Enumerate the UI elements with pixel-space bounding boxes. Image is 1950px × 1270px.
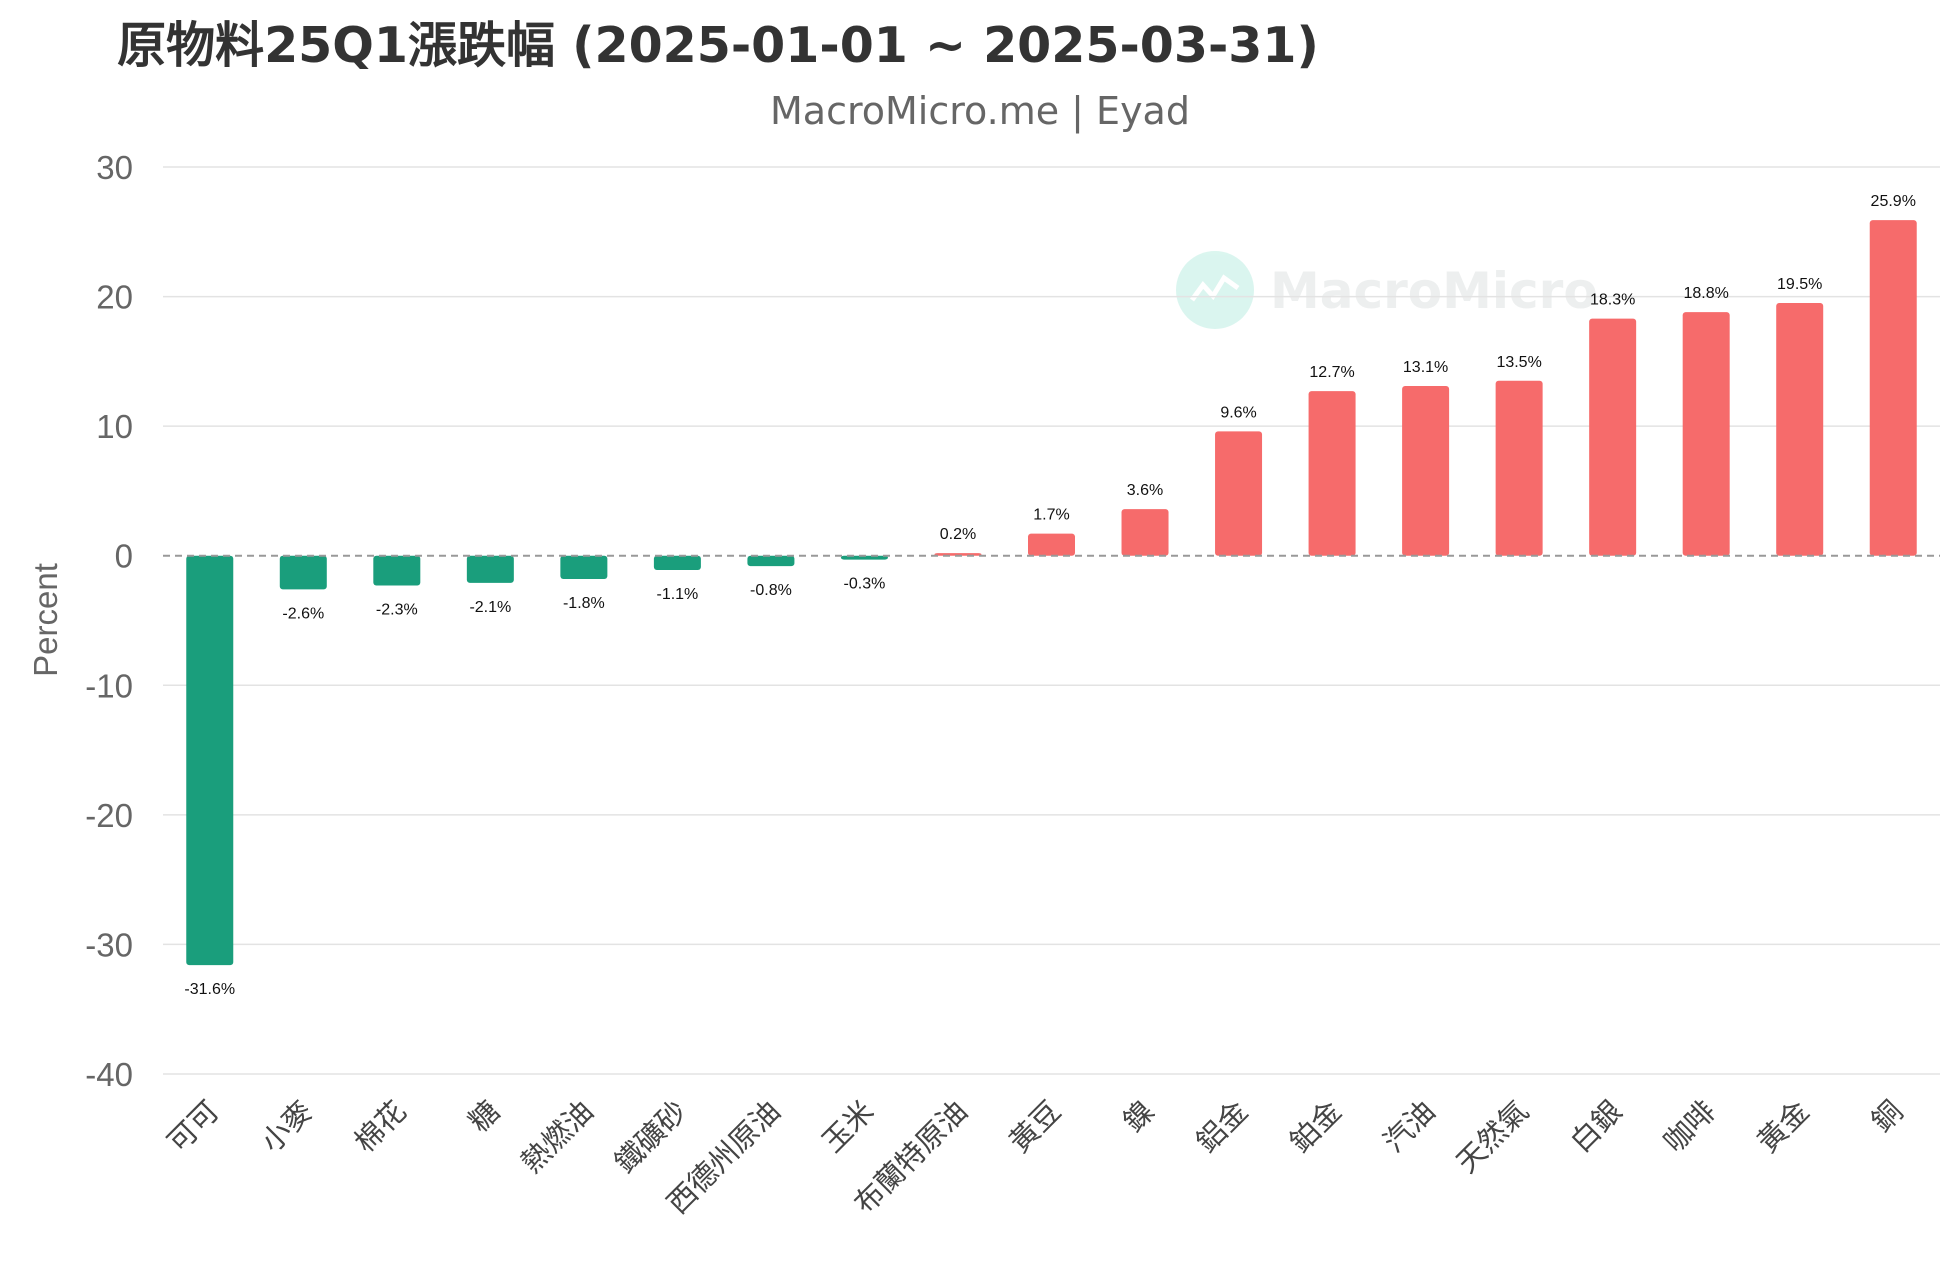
data-label: -1.1% [656, 586, 698, 603]
data-label: -2.1% [469, 599, 511, 616]
x-category-label: 鉑金 [1283, 1094, 1348, 1159]
data-label: -2.6% [282, 605, 324, 622]
data-label: -1.8% [563, 595, 605, 612]
data-label: 19.5% [1777, 276, 1822, 293]
data-label: 1.7% [1033, 507, 1069, 524]
x-axis-categories: 可可 小麥 棉花糖熱燃油 鐵礦砂西德州原油 玉米布蘭特原油 黃豆鎳鋁金 鉑金 汽油 天然氣 白銀咖… [161, 1094, 1910, 1221]
bar [560, 555, 608, 580]
grid-lines [163, 166, 1940, 1075]
x-category-label: 玉米 [815, 1094, 880, 1159]
bar [1589, 318, 1637, 556]
x-category-label: 鋁金 [1189, 1094, 1254, 1159]
x-category-label: 黃豆 [1002, 1094, 1067, 1159]
x-category-label: 白銀 [1564, 1094, 1629, 1159]
x-category-label: 天然氣 [1450, 1094, 1536, 1180]
data-label: 9.6% [1220, 404, 1256, 421]
data-label: -31.6% [184, 981, 235, 998]
bar [1495, 380, 1543, 556]
bar [1682, 312, 1730, 556]
y-axis-label: Percent [27, 563, 64, 677]
bar [279, 555, 327, 590]
y-tick-label: 20 [96, 279, 133, 316]
x-category-label: 鐵礦砂 [608, 1094, 694, 1180]
x-category-label: 糖 [462, 1094, 507, 1139]
x-category-label: 可可 [161, 1094, 226, 1159]
y-tick-label: 10 [96, 408, 133, 445]
x-category-label: 汽油 [1376, 1094, 1441, 1159]
bar [1028, 533, 1075, 556]
x-category-label: 熱燃油 [514, 1094, 600, 1180]
bar [1121, 509, 1169, 556]
bar [1776, 303, 1824, 556]
chart-title: 原物料25Q1漲跌幅 (2025-01-01 ~ 2025-03-31) [117, 17, 1319, 74]
bar [1869, 220, 1917, 556]
data-label: 0.2% [940, 526, 976, 543]
data-label: 13.1% [1403, 359, 1448, 376]
y-tick-label: 0 [115, 538, 133, 575]
y-tick-label: -40 [85, 1056, 133, 1093]
y-tick-label: -30 [85, 926, 133, 963]
watermark-text: MacroMicro [1270, 262, 1598, 320]
y-tick-label: -20 [85, 797, 133, 834]
y-tick-label: -10 [85, 667, 133, 704]
data-label: 25.9% [1871, 193, 1916, 210]
data-label: -2.3% [376, 602, 418, 619]
bar [747, 555, 795, 567]
bars [186, 220, 1917, 966]
bar [1402, 385, 1450, 556]
data-label: -0.8% [750, 582, 792, 599]
y-axis-ticks: 30 20 10 0 -10 -20 -30 -40 [85, 149, 133, 1093]
bar [466, 555, 514, 583]
x-category-label: 小麥 [254, 1094, 319, 1159]
data-label: -0.3% [844, 576, 886, 593]
watermark: MacroMicro [1176, 251, 1598, 329]
x-category-label: 咖啡 [1657, 1094, 1722, 1159]
data-label: 3.6% [1127, 482, 1163, 499]
data-label: 12.7% [1309, 364, 1354, 381]
x-category-label: 鎳 [1116, 1094, 1161, 1139]
x-category-label: 棉花 [348, 1094, 413, 1159]
bar [1215, 431, 1263, 556]
data-label: 13.5% [1496, 354, 1541, 371]
x-category-label: 黃金 [1751, 1094, 1816, 1159]
y-tick-label: 30 [96, 149, 133, 186]
data-label: 18.8% [1683, 285, 1728, 302]
x-category-label: 銅 [1865, 1094, 1910, 1139]
bar [1308, 391, 1356, 556]
chart-subtitle: MacroMicro.me | Eyad [770, 89, 1190, 134]
bar [186, 555, 234, 966]
data-labels: -31.6% -2.6% -2.3% -2.1% -1.8% -1.1% -0.8% -0.3… [184, 193, 1916, 998]
data-label: 18.3% [1590, 292, 1635, 309]
bar [373, 555, 421, 586]
bar [653, 555, 701, 570]
